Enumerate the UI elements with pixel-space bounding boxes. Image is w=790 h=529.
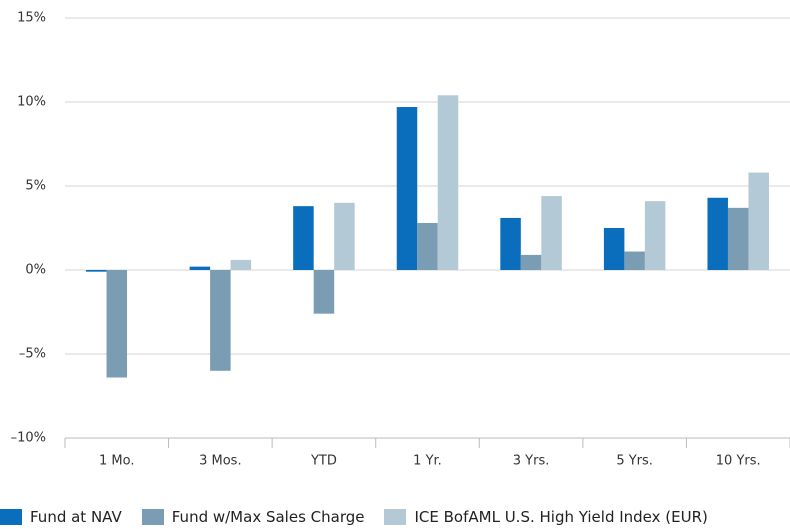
y-tick-label: 5% xyxy=(25,179,46,194)
legend-label: ICE BofAML U.S. High Yield Index (EUR) xyxy=(414,507,708,526)
y-tick-label: –5% xyxy=(19,347,46,362)
bar xyxy=(624,251,645,270)
bar xyxy=(417,222,438,270)
bar xyxy=(500,217,521,270)
bar xyxy=(210,270,231,371)
x-tick-label: 1 Yr. xyxy=(413,454,442,469)
legend-swatch xyxy=(141,508,164,525)
bar xyxy=(707,197,728,270)
bar xyxy=(541,196,562,270)
legend: Fund at NAV Fund w/Max Sales Charge ICE Bo… xyxy=(0,504,790,529)
y-tick-label: 10% xyxy=(17,95,46,110)
y-tick-label: 15% xyxy=(17,11,46,26)
chart: –10% –5% 0% 5% 10% 15% 1 Mo. 3 Mos. YTD 1 Yr. 3 Yr… xyxy=(11,11,790,469)
x-tick-label: 3 Mos. xyxy=(199,454,241,469)
y-tick-label: 0% xyxy=(25,263,46,278)
bar xyxy=(727,207,749,270)
bar xyxy=(189,266,211,270)
x-tick-label: 1 Mo. xyxy=(99,454,134,469)
legend-swatch xyxy=(0,508,22,525)
x-tick-label: 5 Yrs. xyxy=(616,454,653,469)
bar xyxy=(86,270,107,272)
bar xyxy=(603,228,625,270)
bar xyxy=(106,270,128,378)
legend-item: Fund at NAV xyxy=(0,508,122,526)
legend-item: ICE BofAML U.S. High Yield Index (EUR) xyxy=(384,507,708,526)
bar xyxy=(313,270,335,314)
legend-item: Fund w/Max Sales Charge xyxy=(141,507,365,526)
x-tick-label: 10 Yrs. xyxy=(716,454,761,469)
bar xyxy=(293,206,314,270)
bar xyxy=(230,259,252,270)
legend-swatch xyxy=(384,508,407,525)
bar xyxy=(520,254,542,270)
x-tick-label: 3 Yrs. xyxy=(513,454,550,469)
bar xyxy=(437,95,459,270)
bar xyxy=(396,107,418,270)
y-tick-label: –10% xyxy=(11,431,46,446)
legend-label: Fund w/Max Sales Charge xyxy=(171,507,365,526)
bar xyxy=(644,201,666,270)
bar xyxy=(334,202,355,270)
bar xyxy=(748,172,769,270)
legend-label: Fund at NAV xyxy=(30,507,122,526)
x-tick-label: YTD xyxy=(310,454,337,469)
